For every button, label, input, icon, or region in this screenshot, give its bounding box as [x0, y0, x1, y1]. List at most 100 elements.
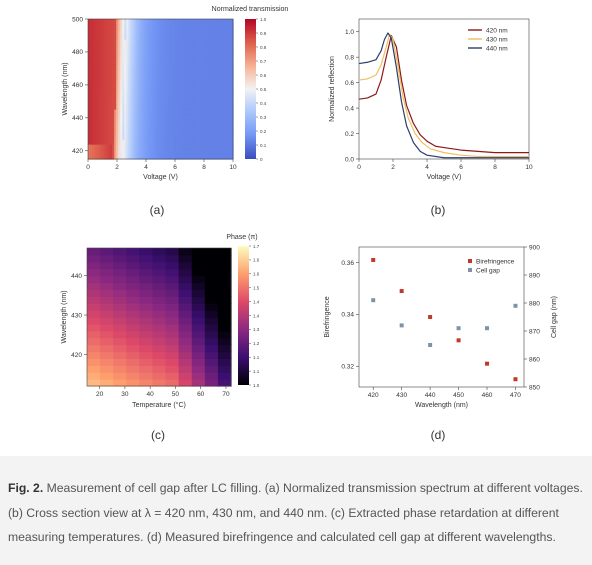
heatmap-a-cell: [192, 34, 196, 40]
heatmap-a-cell: [210, 79, 214, 85]
heatmap-a-cell: [98, 114, 101, 120]
heatmap-c-cell: [165, 358, 180, 366]
heatmap-a-cell: [94, 74, 97, 80]
heatmap-a-cell: [106, 69, 109, 75]
heatmap-a-cell: [128, 104, 131, 110]
heatmap-a-cell: [100, 144, 103, 150]
heatmap-a-cell: [108, 139, 111, 145]
heatmap-c-cell: [217, 261, 232, 270]
point-birefringence: [456, 338, 461, 343]
heatmap-c-cell: [87, 351, 101, 359]
heatmap-a-cell: [96, 124, 99, 130]
heatmap-a-cell: [182, 139, 186, 145]
heatmap-a-cell: [188, 154, 192, 160]
heatmap-a-cell: [212, 129, 216, 135]
heatmap-a-cell: [168, 154, 172, 160]
heatmap-a-cell: [130, 94, 133, 100]
heatmap-a-cell: [134, 69, 137, 75]
heatmap-c-cell: [178, 296, 193, 304]
heatmap-c-cell: [204, 330, 219, 339]
heatmap-a-cell: [208, 29, 212, 35]
heatmap-a-cell: [180, 84, 184, 90]
heatmap-a-cell: [224, 154, 228, 160]
heatmap-a-cell: [188, 149, 192, 155]
heatmap-a-cell: [134, 119, 137, 125]
heatmap-a-cell: [126, 104, 129, 110]
heatmap-a-cell: [166, 44, 170, 50]
heatmap-a-cell: [226, 129, 230, 135]
heatmap-a-cell: [170, 94, 174, 100]
heatmap-a-cell: [130, 104, 133, 110]
heatmap-c-cell: [178, 337, 193, 346]
heatmap-c-cell: [152, 248, 167, 256]
heatmap-a-cell: [124, 19, 127, 25]
heatmap-a-cell: [132, 19, 135, 25]
heatmap-a-cell: [196, 74, 200, 80]
heatmap-a-cell: [110, 69, 113, 75]
heatmap-a-cell: [230, 119, 234, 125]
heatmap-a-cell: [108, 24, 111, 30]
heatmap-a-cell: [214, 134, 218, 140]
heatmap-c-cell: [126, 344, 140, 353]
heatmap-a-cell: [202, 69, 206, 75]
heatmap-a-cell: [118, 59, 121, 65]
heatmap-a-cell: [152, 54, 156, 60]
heatmap-a-cell: [216, 29, 220, 35]
heatmap-a-cell: [180, 129, 184, 135]
heatmap-a-cell: [118, 134, 121, 140]
heatmap-a-cell: [218, 124, 222, 130]
heatmap-a-cell: [184, 104, 188, 110]
heatmap-a-cell: [112, 49, 115, 55]
heatmap-a-cell: [130, 24, 133, 30]
heatmap-a-cell: [152, 84, 156, 90]
heatmap-a-cell: [162, 54, 166, 60]
heatmap-a-cell: [178, 149, 182, 155]
heatmap-a-cell: [172, 59, 176, 65]
heatmap-a-cell: [166, 149, 170, 155]
heatmap-a-cell: [194, 149, 198, 155]
heatmap-a-cell: [138, 119, 141, 125]
heatmap-a-cell: [110, 99, 113, 105]
heatmap-a-cell: [106, 149, 109, 155]
heatmap-a-cell: [162, 89, 166, 95]
heatmap-a-cell: [160, 54, 164, 60]
heatmap-a-cell: [118, 99, 121, 105]
heatmap-a-cell: [150, 104, 154, 110]
heatmap-a-cell: [216, 54, 220, 60]
heatmap-a-cell: [130, 109, 133, 115]
heatmap-a-cell: [220, 49, 224, 55]
heatmap-c-cell: [87, 303, 101, 311]
heatmap-a-cell: [128, 114, 131, 120]
heatmap-a-cell: [152, 119, 156, 125]
caption-label: Fig. 2.: [8, 481, 44, 495]
heatmap-c-cell: [113, 296, 127, 304]
heatmap-c-cell: [191, 248, 206, 256]
heatmap-a-cell: [148, 69, 152, 75]
heatmap-a-cell: [172, 24, 176, 30]
heatmap-a-cell: [228, 134, 232, 140]
heatmap-a-cell: [104, 44, 107, 50]
heatmap-a-cell: [140, 149, 143, 155]
heatmap-a-cell: [192, 64, 196, 70]
heatmap-a-cell: [104, 89, 107, 95]
heatmap-a-cell: [198, 104, 202, 110]
heatmap-a-cell: [156, 64, 160, 70]
heatmap-a-cell: [114, 34, 117, 40]
heatmap-a-cell: [122, 129, 125, 135]
heatmap-a-cell: [94, 114, 97, 120]
heatmap-a-cell: [200, 124, 204, 130]
heatmap-c-cell: [100, 296, 114, 304]
heatmap-a-cell: [132, 89, 135, 95]
heatmap-a-cell: [168, 144, 172, 150]
heatmap-a-cell: [114, 94, 117, 100]
heatmap-a-cell: [156, 19, 160, 25]
heatmap-a-cell: [178, 54, 182, 60]
heatmap-a-cell: [220, 89, 224, 95]
heatmap-a-cell: [134, 114, 137, 120]
heatmap-a-cell: [146, 54, 150, 60]
heatmap-a-cell: [222, 79, 226, 85]
heatmap-a-cell: [164, 84, 168, 90]
x-tick-label-b: 8: [493, 164, 497, 171]
heatmap-a-cell: [190, 44, 194, 50]
heatmap-a-cell: [148, 19, 152, 25]
